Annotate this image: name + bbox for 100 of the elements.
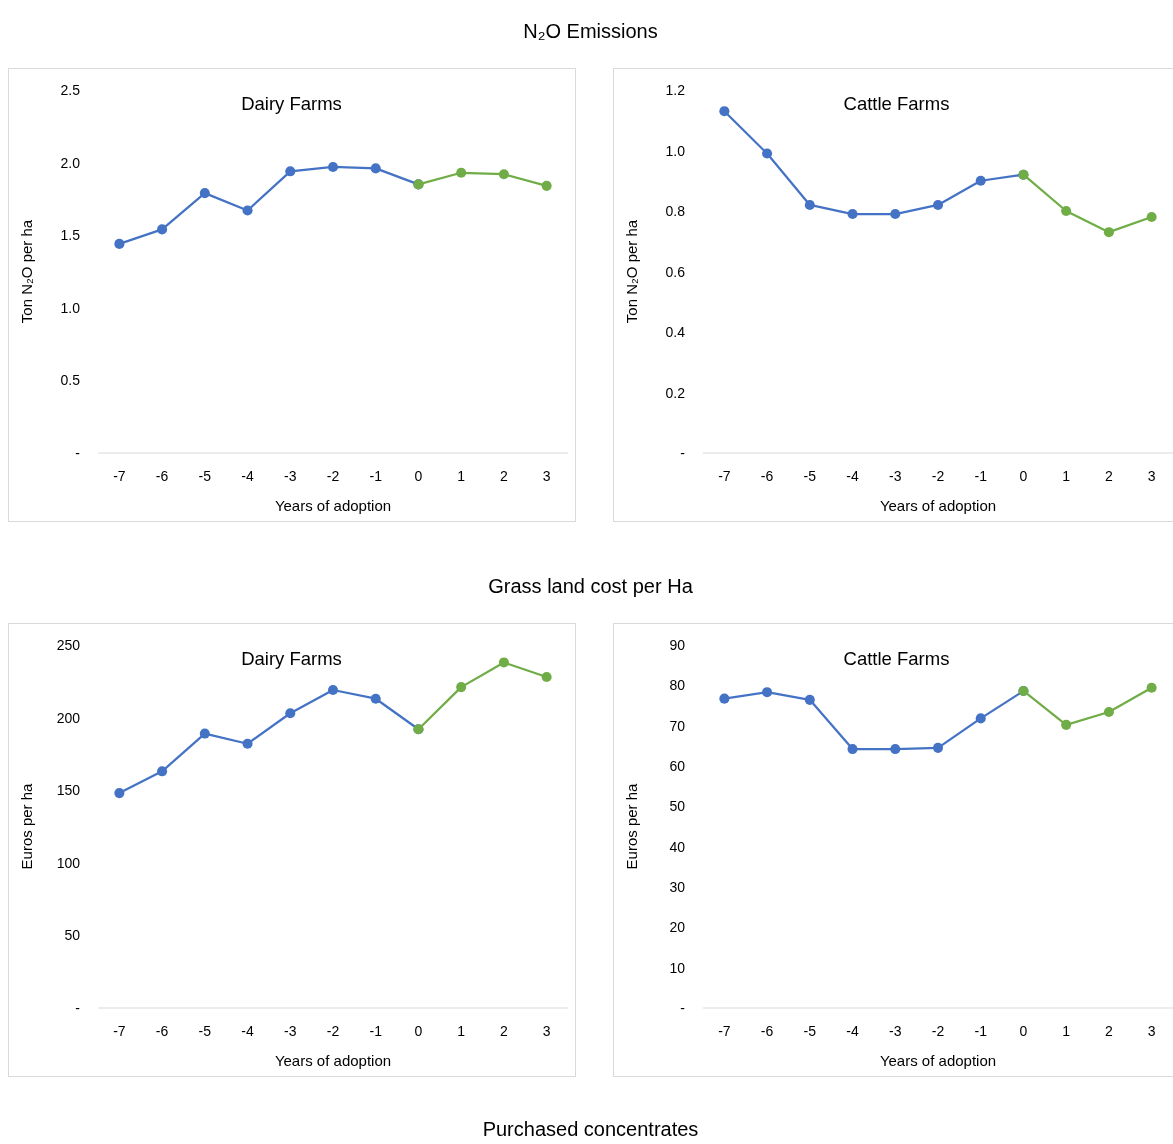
y-tick-label: 0.8: [665, 203, 686, 219]
point: [242, 738, 253, 749]
y-tick-label: 250: [56, 637, 81, 653]
y-tick-label: 0.4: [665, 324, 686, 340]
y-tick-label: 20: [669, 919, 686, 936]
y-tick-label: 90: [669, 637, 686, 653]
point: [1146, 682, 1157, 693]
x-tick-label: -1: [369, 1023, 383, 1039]
y-tick-label: 0.5: [60, 372, 81, 389]
point: [157, 766, 168, 777]
y-tick-label: 200: [56, 709, 81, 726]
point: [1103, 227, 1114, 238]
x-axis-title: Years of adoption: [879, 497, 997, 514]
point: [719, 693, 730, 704]
x-tick-label: -3: [284, 468, 297, 484]
x-tick-label: 3: [1147, 1023, 1156, 1039]
y-tick-label: 1.5: [60, 227, 81, 244]
x-tick-label: -5: [198, 468, 212, 484]
x-tick-label: -1: [974, 1023, 988, 1039]
point: [114, 238, 125, 249]
y-tick-label: 70: [669, 717, 686, 734]
point: [719, 106, 730, 117]
x-tick-label: -2: [931, 1023, 945, 1039]
y-tick-label: 0.6: [665, 263, 686, 280]
x-tick-label: 0: [1019, 1023, 1028, 1039]
x-tick-label: -6: [155, 468, 169, 484]
point: [456, 682, 467, 693]
y-tick-label: 50: [64, 927, 81, 944]
x-tick-label: 2: [1105, 468, 1114, 484]
x-tick-label: 1: [457, 1023, 466, 1039]
x-tick-label: -5: [803, 468, 817, 484]
point: [1061, 205, 1072, 217]
x-tick-label: -4: [846, 1023, 859, 1039]
x-tick-label: -1: [974, 468, 988, 484]
x-tick-label: 1: [457, 468, 466, 484]
x-tick-label: -6: [155, 1023, 169, 1039]
y-tick-label: 1.2: [665, 82, 686, 98]
x-tick-label: -2: [326, 468, 340, 484]
y-tick-label: -: [680, 445, 686, 461]
x-axis-title: Years of adoption: [879, 1052, 997, 1069]
y-axis-title: Euros per ha: [18, 782, 35, 870]
point: [327, 161, 339, 172]
x-tick-label: -3: [284, 1023, 297, 1039]
x-axis-title: Years of adoption: [274, 1052, 392, 1069]
x-tick-label: -6: [760, 1023, 774, 1039]
chart-title: Dairy Farms: [241, 648, 342, 669]
chart-title: Dairy Farms: [241, 93, 342, 114]
x-tick-label: -7: [718, 1023, 731, 1039]
point: [242, 205, 253, 216]
x-tick-label: -2: [326, 1023, 340, 1039]
x-tick-label: -7: [718, 468, 731, 484]
x-tick-label: -3: [889, 1023, 902, 1039]
point: [890, 208, 901, 220]
x-tick-label: -4: [241, 468, 254, 484]
point: [804, 199, 815, 210]
point: [285, 166, 296, 177]
point: [498, 657, 509, 668]
point: [327, 684, 339, 696]
y-tick-label: 80: [669, 677, 686, 694]
point: [762, 687, 773, 698]
y-axis-title: Euros per ha: [623, 782, 640, 870]
y-tick-label: 1.0: [665, 142, 686, 159]
point: [1103, 706, 1114, 717]
x-tick-label: -7: [113, 1023, 126, 1039]
y-tick-label: 60: [669, 758, 686, 774]
point: [1061, 719, 1072, 730]
x-tick-label: 2: [1105, 1023, 1114, 1039]
point: [847, 208, 858, 220]
point: [847, 744, 858, 755]
x-tick-label: 0: [1019, 468, 1028, 484]
x-tick-label: 2: [500, 1023, 509, 1039]
y-axis-title: Ton N₂O per ha: [18, 219, 35, 324]
point: [157, 224, 168, 235]
x-tick-label: 0: [414, 468, 423, 484]
x-tick-label: 3: [1147, 468, 1156, 484]
point: [762, 148, 773, 159]
text: N₂O Emissions: [523, 20, 658, 42]
point: [498, 169, 509, 180]
point: [890, 744, 901, 755]
x-tick-label: -4: [241, 1023, 254, 1039]
y-tick-label: 1.0: [60, 299, 81, 316]
y-tick-label: -: [680, 1000, 686, 1016]
x-tick-label: -1: [369, 468, 383, 484]
x-tick-label: 2: [500, 468, 509, 484]
text: Grass land cost per Ha: [488, 575, 694, 597]
y-tick-label: 150: [56, 782, 81, 799]
point: [932, 199, 944, 210]
x-tick-label: -7: [113, 468, 126, 484]
chart-title: Cattle Farms: [843, 648, 950, 669]
y-tick-label: 2.5: [60, 82, 81, 98]
point: [541, 180, 552, 191]
point: [975, 713, 986, 724]
x-tick-label: -6: [760, 468, 774, 484]
point: [370, 163, 381, 174]
x-tick-label: 1: [1062, 1023, 1071, 1039]
y-tick-label: 0.2: [665, 384, 686, 401]
point: [199, 188, 210, 199]
point: [370, 693, 381, 704]
x-tick-label: 3: [542, 468, 551, 484]
point: [541, 671, 552, 682]
